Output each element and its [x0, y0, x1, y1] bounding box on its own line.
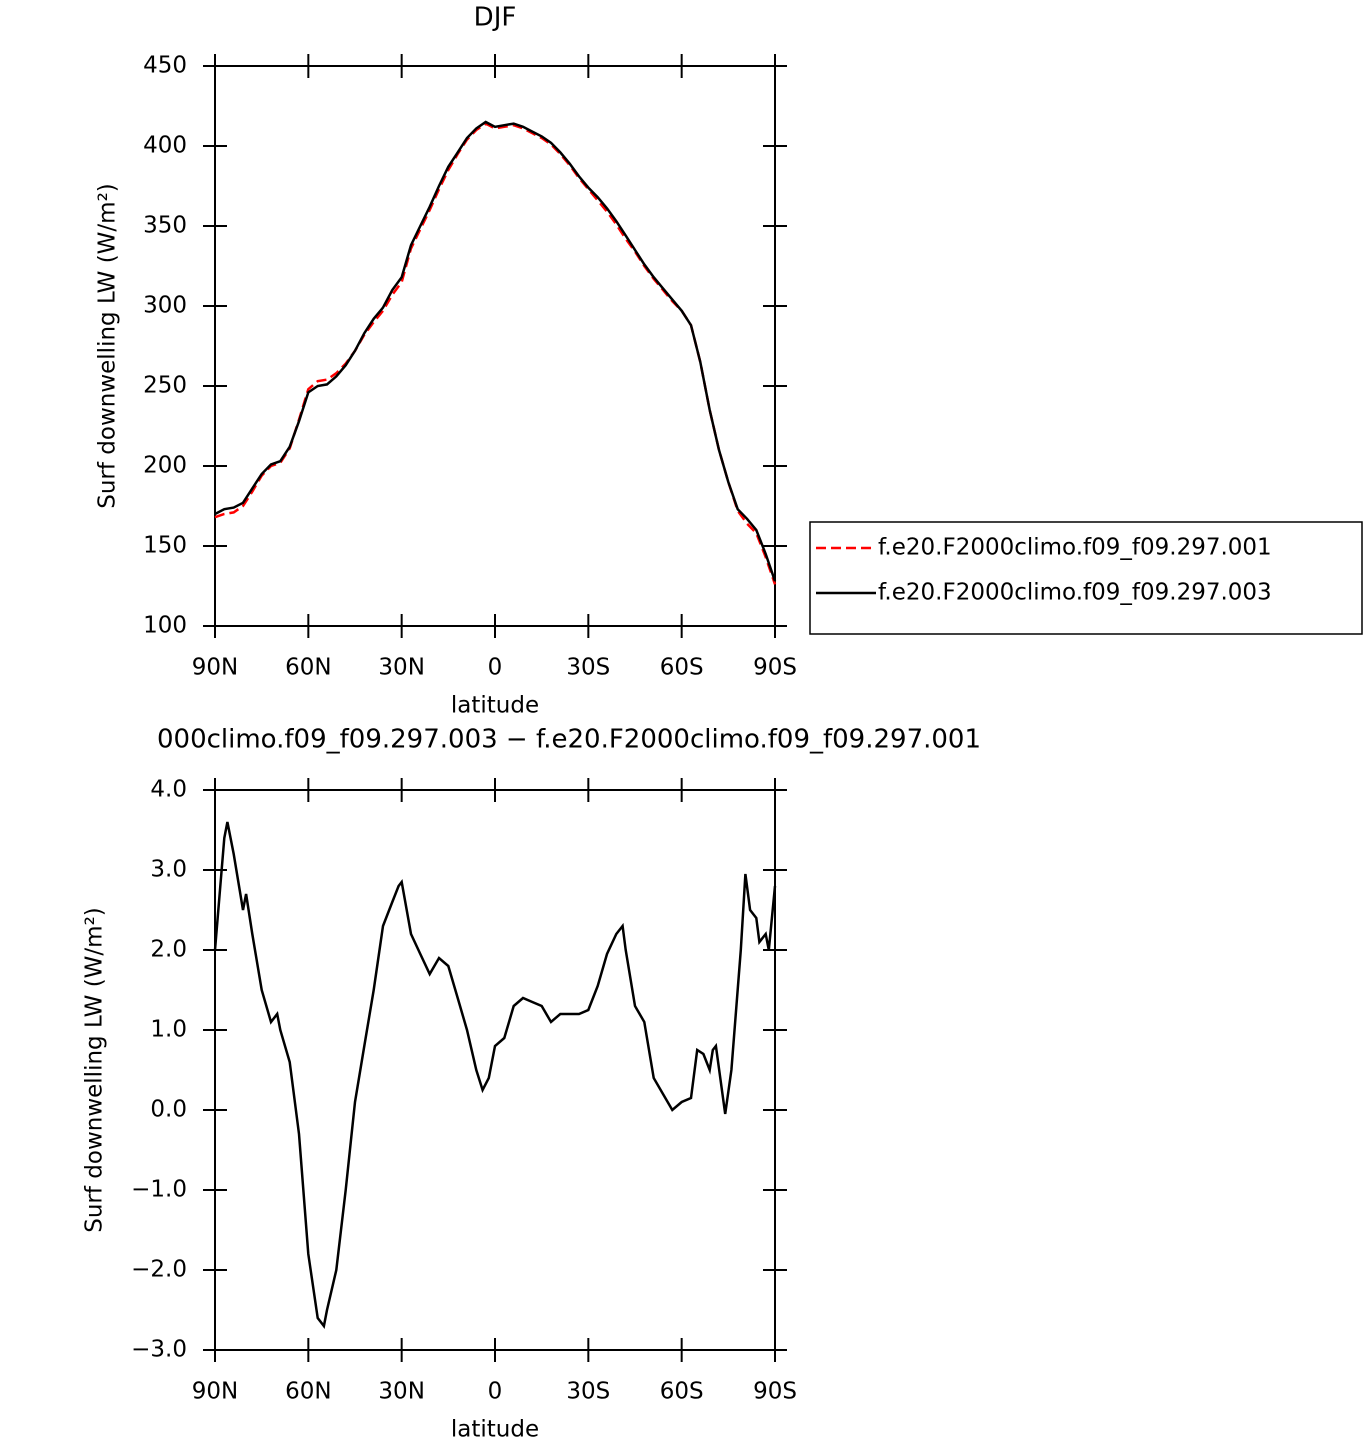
y-tick-label: 100 — [143, 613, 187, 639]
chart-title: 000climo.f09_f09.297.003 − f.e20.F2000cl… — [157, 725, 981, 755]
y-tick-label: 400 — [143, 133, 187, 159]
x-tick-label: 90N — [192, 655, 238, 681]
x-tick-label: 60N — [285, 1379, 331, 1405]
y-tick-label: 4.0 — [150, 777, 187, 803]
x-tick-label: 60N — [285, 655, 331, 681]
x-tick-label: 0 — [488, 655, 503, 681]
y-tick-label: −2.0 — [131, 1257, 187, 1283]
x-tick-label: 90S — [753, 655, 797, 681]
y-tick-label: 1.0 — [150, 1017, 187, 1043]
legend-label: f.e20.F2000climo.f09_f09.297.001 — [878, 535, 1272, 561]
plot-frame — [214, 789, 776, 1351]
x-tick-label: 60S — [660, 655, 704, 681]
legend-box — [809, 521, 1363, 635]
x-tick-label: 60S — [660, 1379, 704, 1405]
y-tick-label: 2.0 — [150, 937, 187, 963]
legend-label: f.e20.F2000climo.f09_f09.297.003 — [878, 580, 1272, 606]
y-tick-label: 150 — [143, 533, 187, 559]
x-axis-label: latitude — [451, 1417, 539, 1443]
x-tick-label: 30N — [378, 1379, 424, 1405]
y-tick-label: 300 — [143, 293, 187, 319]
chart-title: DJF — [474, 3, 517, 33]
series-line — [214, 120, 777, 582]
series-line — [213, 821, 777, 1329]
x-axis-label: latitude — [451, 693, 539, 719]
y-tick-label: −3.0 — [131, 1337, 187, 1363]
y-tick-label: 200 — [143, 453, 187, 479]
series-line — [214, 122, 777, 585]
y-axis-label: Surf downwelling LW (W/m²) — [82, 907, 108, 1233]
x-tick-label: 30N — [378, 655, 424, 681]
y-axis-label: Surf downwelling LW (W/m²) — [95, 183, 121, 509]
x-tick-label: 90S — [753, 1379, 797, 1405]
y-tick-label: 3.0 — [150, 857, 187, 883]
x-tick-label: 90N — [192, 1379, 238, 1405]
plot-frame — [214, 65, 776, 627]
x-tick-label: 30S — [566, 655, 610, 681]
x-tick-label: 30S — [566, 1379, 610, 1405]
y-tick-label: 450 — [143, 53, 187, 79]
y-tick-label: −1.0 — [131, 1177, 187, 1203]
y-tick-label: 250 — [143, 373, 187, 399]
x-tick-label: 0 — [488, 1379, 503, 1405]
y-tick-label: 0.0 — [150, 1097, 187, 1123]
y-tick-label: 350 — [143, 213, 187, 239]
